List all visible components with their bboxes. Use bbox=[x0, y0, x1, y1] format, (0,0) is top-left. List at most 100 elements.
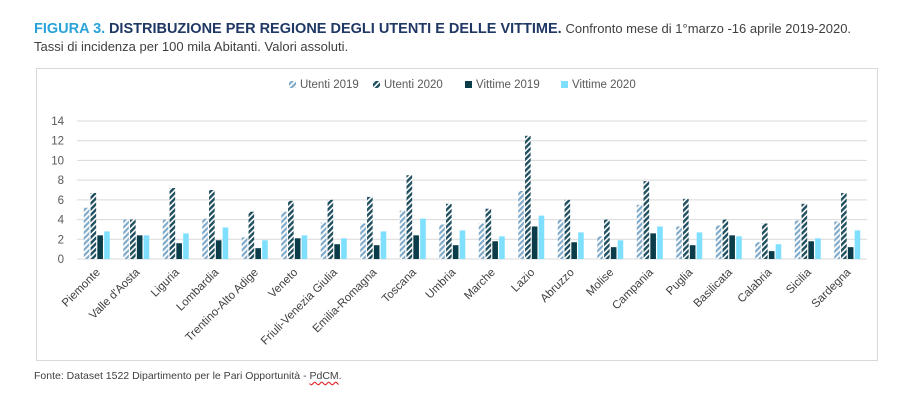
bar-utenti-2020 bbox=[288, 200, 294, 259]
bar-vittime-2020 bbox=[736, 236, 742, 259]
bar-utenti-2019 bbox=[162, 219, 169, 259]
bar-vittime-2020 bbox=[183, 233, 189, 259]
bar-vittime-2019 bbox=[255, 248, 261, 259]
bar-vittime-2019 bbox=[452, 245, 459, 259]
source-text: Fonte: Dataset 1522 Dipartimento per le … bbox=[34, 370, 310, 382]
bar-vittime-2020 bbox=[538, 215, 545, 259]
bar-vittime-2019 bbox=[847, 247, 854, 259]
bar-vittime-2020 bbox=[301, 235, 308, 259]
x-tick-label: Veneto bbox=[267, 267, 301, 301]
bar-vittime-2020 bbox=[341, 238, 347, 259]
bar-vittime-2019 bbox=[808, 241, 814, 259]
x-tick-label: Basilicata bbox=[692, 266, 736, 310]
figure-title: DISTRIBUZIONE PER REGIONE DEGLI UTENTI E… bbox=[108, 21, 562, 37]
bar-vittime-2019 bbox=[492, 241, 498, 259]
bar-utenti-2019 bbox=[834, 221, 840, 259]
legend-swatch bbox=[289, 81, 296, 88]
bar-vittime-2020 bbox=[459, 230, 466, 259]
bar-vittime-2020 bbox=[696, 232, 703, 259]
x-tick-label: Puglia bbox=[664, 266, 696, 298]
x-tick-label: Campania bbox=[610, 266, 656, 312]
bar-utenti-2020 bbox=[130, 219, 136, 259]
bar-vittime-2019 bbox=[531, 226, 538, 259]
y-tick-label: 0 bbox=[58, 254, 64, 266]
legend-label: Vittime 2020 bbox=[572, 79, 636, 91]
bar-vittime-2019 bbox=[689, 245, 696, 259]
bar-utenti-2020 bbox=[485, 208, 492, 259]
legend-swatch bbox=[373, 81, 380, 88]
bar-utenti-2019 bbox=[636, 204, 643, 259]
bar-vittime-2020 bbox=[222, 227, 229, 259]
y-tick-label: 12 bbox=[51, 136, 64, 148]
figure-label: FIGURA 3. bbox=[34, 21, 106, 37]
bar-vittime-2020 bbox=[657, 226, 663, 259]
bar-utenti-2019 bbox=[360, 223, 366, 259]
bar-utenti-2019 bbox=[202, 218, 208, 259]
legend-label: Utenti 2019 bbox=[300, 79, 359, 91]
x-tick-label: Toscana bbox=[380, 266, 419, 305]
bar-vittime-2020 bbox=[143, 235, 150, 259]
bar-utenti-2019 bbox=[794, 220, 801, 259]
bar-vittime-2019 bbox=[373, 245, 380, 259]
x-tick-label: Lazio bbox=[509, 267, 537, 295]
y-tick-label: 8 bbox=[58, 175, 64, 187]
x-tick-label: Calabria bbox=[736, 266, 775, 305]
bar-utenti-2020 bbox=[209, 190, 215, 259]
bar-vittime-2019 bbox=[97, 235, 103, 259]
bar-utenti-2019 bbox=[241, 237, 248, 259]
bar-utenti-2019 bbox=[399, 210, 406, 259]
bar-utenti-2020 bbox=[762, 223, 768, 259]
x-tick-label: Umbria bbox=[424, 266, 459, 301]
bar-utenti-2019 bbox=[281, 211, 287, 259]
legend-label: Utenti 2020 bbox=[384, 79, 443, 91]
bar-utenti-2020 bbox=[327, 199, 334, 259]
y-tick-label: 4 bbox=[58, 215, 65, 227]
bar-utenti-2019 bbox=[676, 226, 682, 259]
bar-utenti-2019 bbox=[557, 219, 564, 259]
figure-header: FIGURA 3. DISTRIBUZIONE PER REGIONE DEGL… bbox=[34, 20, 904, 55]
bar-utenti-2019 bbox=[755, 242, 761, 259]
bar-utenti-2019 bbox=[715, 225, 722, 259]
bar-vittime-2020 bbox=[499, 236, 505, 259]
bar-vittime-2020 bbox=[617, 240, 624, 259]
bar-vittime-2020 bbox=[815, 238, 821, 259]
bar-utenti-2020 bbox=[683, 198, 689, 259]
x-tick-label: Sicilia bbox=[784, 266, 814, 296]
bar-utenti-2019 bbox=[597, 236, 603, 259]
bar-utenti-2019 bbox=[123, 219, 129, 259]
bar-vittime-2019 bbox=[413, 235, 419, 259]
bar-utenti-2020 bbox=[564, 199, 571, 259]
bar-utenti-2020 bbox=[90, 192, 97, 259]
source-org: PdCM bbox=[309, 370, 339, 382]
bar-utenti-2020 bbox=[643, 181, 650, 259]
y-tick-label: 2 bbox=[58, 234, 64, 246]
bar-utenti-2020 bbox=[841, 192, 847, 259]
bar-vittime-2020 bbox=[420, 218, 426, 259]
x-tick-label: Trentino-Alto Adige bbox=[184, 267, 261, 344]
legend-label: Vittime 2019 bbox=[476, 79, 540, 91]
bar-utenti-2019 bbox=[320, 222, 327, 259]
title-line: FIGURA 3. DISTRIBUZIONE PER REGIONE DEGL… bbox=[34, 20, 904, 38]
y-tick-label: 14 bbox=[51, 116, 64, 128]
bar-vittime-2019 bbox=[334, 244, 340, 259]
figure-subtitle: Tassi di incidenza per 100 mila Abitanti… bbox=[34, 39, 349, 54]
bar-utenti-2019 bbox=[478, 223, 485, 259]
bar-vittime-2020 bbox=[380, 231, 387, 259]
bar-utenti-2020 bbox=[406, 175, 413, 259]
bar-vittime-2019 bbox=[729, 235, 735, 259]
y-tick-label: 6 bbox=[58, 195, 64, 207]
bar-vittime-2019 bbox=[176, 243, 182, 259]
bar-utenti-2019 bbox=[83, 207, 90, 259]
bar-vittime-2020 bbox=[262, 240, 268, 259]
bar-vittime-2020 bbox=[775, 244, 782, 259]
bar-vittime-2020 bbox=[104, 231, 110, 259]
figure-subtitle-inline: Confronto mese di 1°marzo -16 aprile 201… bbox=[565, 21, 852, 36]
bar-utenti-2020 bbox=[169, 188, 176, 259]
bar-utenti-2019 bbox=[518, 190, 524, 259]
bar-utenti-2020 bbox=[446, 203, 452, 259]
chart-frame: 0 2 4 6 8 10 12 14 Piemonte Valle d'Aosta Liguria… bbox=[36, 68, 878, 361]
bar-vittime-2019 bbox=[768, 251, 775, 259]
legend-swatch bbox=[561, 81, 568, 88]
